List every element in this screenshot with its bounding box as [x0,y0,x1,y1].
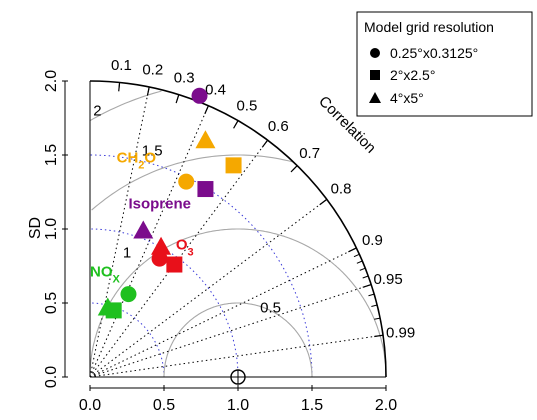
correlation-major-tick [362,284,372,288]
correlation-tick [371,304,378,307]
series-label: Isoprene [128,195,191,212]
labels-layer: 0.5 1 1.5 2 CH2O Isoprene O3 NOX [90,103,281,317]
y-axis-title: SD [27,217,44,239]
legend: Model grid resolution 0.25°x0.3125° 2°x2… [356,11,533,117]
legend-box [356,11,533,117]
sd-arc [89,154,313,378]
data-point-square [166,256,183,273]
y-tick-label: 0.5 [43,292,60,314]
series-label: NOX [90,263,121,285]
marks-layer [97,87,246,385]
series-label: CH2O [117,149,157,171]
rms-contour-label: 2 [93,103,101,120]
data-point-circle [120,286,137,303]
correlation-major-tick [204,105,209,115]
rms-contour-label: 1.5 [142,143,163,160]
correlation-tick [356,260,363,264]
correlation-major-tick [175,94,180,104]
sd-arc [89,228,239,378]
correlation-tick-label: 0.99 [386,325,415,342]
rms-contour-label: 1 [123,245,131,262]
correlation-tick-label: 0.7 [299,145,320,162]
legend-title: Model grid resolution [364,19,494,35]
data-point-square [197,181,214,198]
data-point-circle [191,87,208,104]
data-point-circle [178,173,195,190]
correlation-tick [353,253,360,258]
correlation-major-tick [261,139,269,148]
y-tick-label: 0.0 [43,366,60,388]
axes-layer: 0.0 0.0 0.5 0.5 1.0 1.0 1.5 1.5 2.0 2.0 0.1 0.2 0.3 0… [43,57,415,414]
x-tick-label: 1.0 [227,397,249,414]
data-point-square [225,157,242,174]
correlation-major-tick [290,165,298,173]
correlation-major-tick [146,86,150,96]
correlation-tick-label: 0.95 [373,271,402,288]
x-tick-label: 2.0 [375,397,397,414]
y-tick-label: 1.5 [43,144,60,166]
sd-arc [89,302,165,378]
data-point-triangle [151,236,172,255]
x-tick-label: 1.5 [301,397,323,414]
correlation-tick-label: 0.1 [111,57,132,74]
rms-contour [89,90,162,122]
correlation-tick-label: 0.8 [331,181,352,198]
x-tick-label: 0.0 [79,397,101,414]
data-point-triangle [133,220,154,239]
correlation-tick [362,275,369,279]
correlation-tick-label: 0.3 [174,70,195,87]
rms-contour [163,302,313,377]
correlation-tick-label: 0.5 [236,97,257,114]
legend-circle-marker [370,48,380,58]
correlation-major-tick [319,198,328,206]
correlation-ray [89,247,357,378]
rms-contour-label: 0.5 [260,299,281,316]
legend-entry-triangle: 4°x5° [390,90,424,106]
correlation-tick [359,267,366,271]
x-tick-label: 0.5 [153,397,175,414]
outer-arc [89,80,387,378]
correlation-tick-label: 0.2 [142,62,163,79]
y-tick-label: 2.0 [43,70,60,92]
correlation-major-tick [118,82,121,92]
correlation-tick-label: 0.6 [268,118,289,135]
correlation-major-tick [348,247,357,253]
data-point-triangle [97,297,118,316]
legend-square-marker [370,70,380,80]
correlation-major-tick [233,120,239,129]
rms-contour [91,154,293,211]
series-label: O3 [176,237,194,259]
data-point-triangle [195,130,216,149]
legend-entry-square: 2°x2.5° [390,67,435,83]
correlation-tick-label: 0.4 [205,81,226,98]
correlation-major-tick [374,334,384,338]
y-tick-label: 1.0 [43,218,60,240]
correlation-tick [374,317,381,320]
legend-triangle-marker [369,92,381,103]
correlation-tick-label: 0.9 [362,232,383,249]
legend-entry-circle: 0.25°x0.3125° [390,45,478,61]
correlation-tick [368,293,375,297]
